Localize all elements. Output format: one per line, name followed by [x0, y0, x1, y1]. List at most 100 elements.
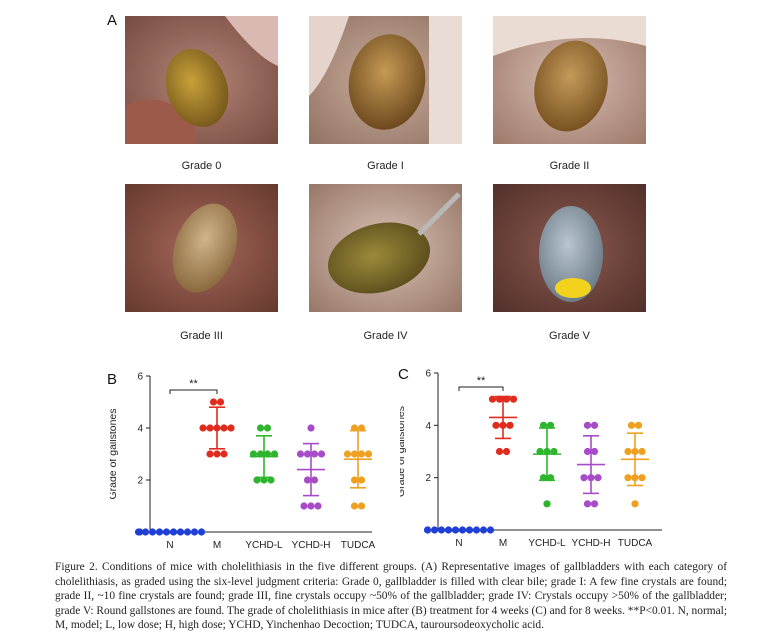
- chart-1-point-3-4: [580, 474, 588, 482]
- chart-0-significance-label: **: [189, 378, 198, 390]
- chart-0-point-4-9: [357, 502, 366, 510]
- chart-1-point-2-2: [536, 447, 544, 456]
- chart-1-point-1-8: [502, 447, 511, 456]
- chart-1-point-1-7: [495, 447, 504, 456]
- chart-0-point-4-8: [350, 502, 359, 510]
- chart-1-point-0-9: [486, 526, 495, 534]
- chart-0-point-1-1: [216, 398, 225, 406]
- chart-1-point-1-4: [492, 421, 500, 429]
- chart-1-point-1-3: [509, 395, 518, 403]
- chart-1-significance-label: **: [477, 375, 486, 387]
- chart-1-point-3-5: [587, 474, 595, 482]
- chart-1-point-4-0: [627, 421, 636, 429]
- chart-0-point-2-6: [253, 476, 261, 484]
- photo-grade-2: [493, 16, 646, 144]
- chart-0-x-tick-label-0: N: [166, 540, 173, 551]
- photo-label-grade-3: Grade III: [180, 330, 223, 342]
- chart-1-y-tick-label-2: 4: [425, 421, 431, 432]
- chart-1-point-0-2: [437, 526, 446, 534]
- chart-0-point-2-0: [256, 424, 265, 432]
- chart-0-x-tick-label-1: M: [213, 540, 221, 551]
- chart-1-point-4-8: [631, 500, 639, 508]
- chart-1-x-tick-label-3: YCHD-H: [572, 538, 611, 549]
- gallbladder-grade-4-image: [309, 184, 462, 312]
- photo-grade-4: [309, 184, 462, 312]
- chart-1-x-tick-label-2: YCHD-L: [528, 538, 566, 549]
- chart-1-y-axis-label: Grade of gallstones: [400, 406, 407, 497]
- photo-label-grade-4: Grade IV: [363, 330, 408, 342]
- chart-0-point-2-4: [263, 450, 272, 458]
- chart-1-y-tick-label-3: 6: [425, 369, 431, 380]
- gallbladder-grade-5-image: [493, 184, 646, 312]
- chart-1-point-0-7: [472, 526, 481, 534]
- chart-0-point-1-7: [206, 450, 214, 458]
- chart-0-point-0-1: [141, 528, 150, 536]
- chart-0-point-0-2: [148, 528, 157, 536]
- chart-0-x-tick-label-3: YCHD-H: [292, 540, 331, 551]
- photo-label-grade-2: Grade II: [549, 160, 590, 172]
- figure-caption: Figure 2. Conditions of mice with cholel…: [55, 561, 727, 631]
- chart-0-point-4-6: [350, 476, 359, 484]
- chart-1-x-tick-label-1: M: [499, 538, 507, 549]
- chart-1-x-tick-label-4: TUDCA: [618, 538, 653, 549]
- chart-1-point-0-1: [430, 526, 439, 534]
- chart-1-significance-bracket: [458, 386, 504, 391]
- chart-1-point-2-4: [550, 447, 558, 456]
- gallbladder-grade-2-image: [493, 16, 646, 144]
- chart-0-point-4-0: [350, 424, 359, 432]
- chart-0-point-0-9: [197, 528, 206, 536]
- chart-0-point-2-7: [260, 476, 268, 484]
- chart-0-point-3-9: [314, 502, 322, 510]
- chart-1-point-1-6: [506, 421, 514, 429]
- chart-0-point-3-6: [310, 476, 319, 484]
- chart-1-x-tick-label-0: N: [455, 538, 462, 549]
- chart-1-point-4-5: [624, 474, 632, 482]
- chart-1-point-2-1: [546, 421, 555, 429]
- photo-grade-0: [125, 16, 278, 144]
- panel-b-letter: B: [107, 371, 118, 388]
- chart-0-point-2-3: [256, 450, 265, 458]
- chart-1-point-4-1: [634, 421, 643, 429]
- chart-0-x-tick-label-2: YCHD-L: [245, 540, 283, 551]
- chart-0-point-1-8: [213, 450, 221, 458]
- photo-grade-1: [309, 16, 462, 144]
- chart-0-point-4-4: [357, 450, 366, 458]
- gallbladder-grade-3-image: [125, 184, 278, 312]
- chart-0-y-tick-label-2: 4: [137, 424, 143, 435]
- chart-0-significance-bracket: [169, 389, 218, 394]
- chart-0-point-0-0: [134, 528, 143, 536]
- chart-0-point-3-2: [303, 450, 312, 458]
- chart-1-point-1-0: [488, 395, 497, 403]
- chart-0-point-1-9: [220, 450, 228, 458]
- panel-a-letter: A: [107, 12, 118, 29]
- chart-1-point-1-2: [502, 395, 511, 403]
- chart-0-point-4-7: [357, 476, 366, 484]
- gallbladder-grade-1-image: [309, 16, 462, 144]
- chart-1-point-3-2: [583, 447, 592, 456]
- chart-1-point-4-6: [631, 474, 639, 482]
- chart-0-point-3-7: [300, 502, 308, 510]
- photo-grade-3: [125, 184, 278, 312]
- chart-0-point-2-2: [249, 450, 258, 458]
- chart-0-point-4-1: [357, 424, 366, 432]
- chart-0-point-3-3: [310, 450, 319, 458]
- chart-0-point-0-7: [183, 528, 192, 536]
- chart-1-point-2-3: [543, 447, 551, 456]
- chart-0-y-tick-label-3: 6: [137, 372, 143, 383]
- photo-label-grade-5: Grade V: [549, 330, 590, 342]
- chart-1-point-4-4: [638, 447, 646, 456]
- chart-0-point-4-2: [343, 450, 352, 458]
- chart-0-point-1-0: [209, 398, 218, 406]
- chart-0-point-3-8: [307, 502, 315, 510]
- chart-1-point-0-0: [423, 526, 432, 534]
- chart-1-point-3-8: [590, 500, 599, 508]
- chart-1-point-0-8: [479, 526, 488, 534]
- chart-0-point-0-8: [190, 528, 199, 536]
- gallbladder-grade-0-image: [125, 16, 278, 144]
- chart-1-point-2-0: [539, 421, 548, 429]
- chart-0-point-3-1: [296, 450, 305, 458]
- chart-1-point-3-0: [583, 421, 592, 429]
- chart-1-point-2-5: [539, 474, 548, 482]
- chart-0-x-tick-label-4: TUDCA: [341, 540, 376, 551]
- chart-1-point-2-7: [543, 500, 551, 508]
